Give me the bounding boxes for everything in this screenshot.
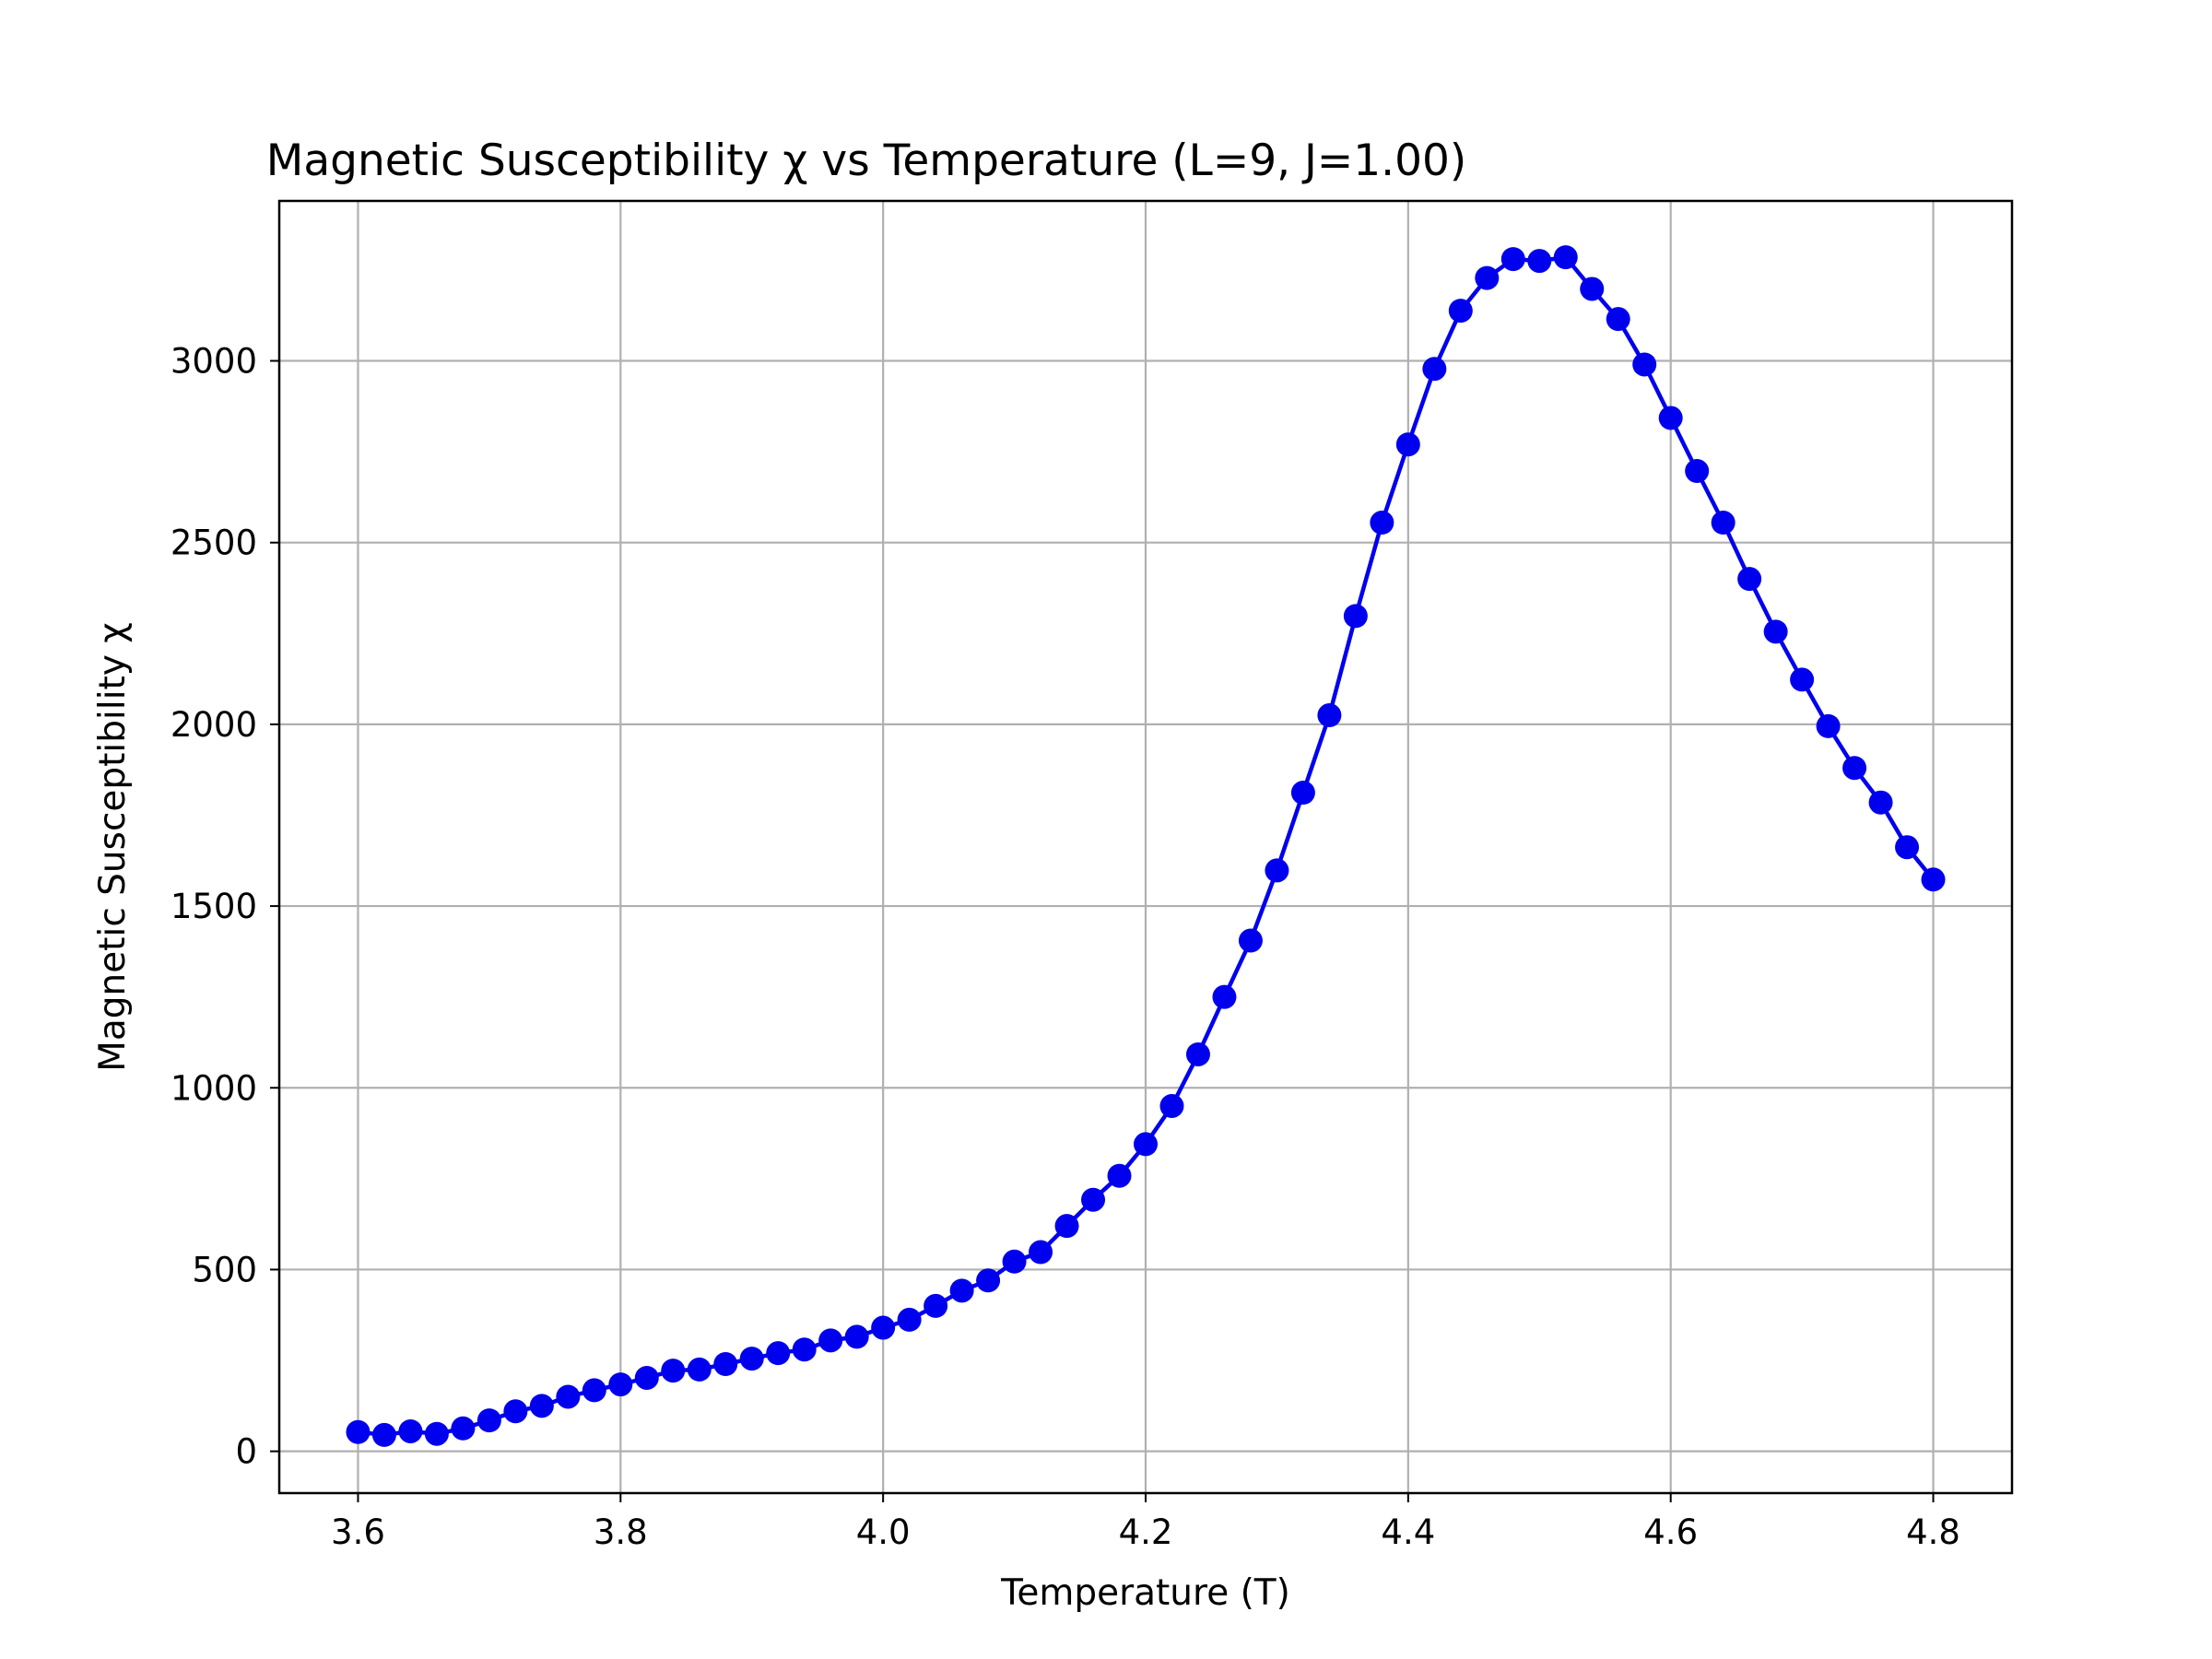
x-tick-label: 3.6	[331, 1512, 385, 1552]
data-point	[1317, 703, 1342, 728]
data-point	[976, 1268, 1001, 1293]
x-tick-label: 3.8	[594, 1512, 648, 1552]
data-point	[634, 1365, 659, 1390]
y-tick-label: 2000	[171, 705, 257, 745]
data-point	[1159, 1093, 1184, 1118]
data-point	[924, 1293, 948, 1318]
data-point	[371, 1422, 396, 1447]
data-point	[739, 1347, 764, 1371]
data-point	[844, 1324, 869, 1349]
data-point	[582, 1378, 606, 1403]
data-point	[1081, 1187, 1106, 1212]
data-point	[1029, 1240, 1053, 1265]
x-axis-label: Temperature (T)	[1000, 1572, 1290, 1614]
x-tick-label: 4.4	[1381, 1512, 1435, 1552]
data-point	[897, 1307, 922, 1332]
data-point	[1370, 511, 1394, 535]
data-point	[1606, 307, 1630, 332]
data-point	[766, 1341, 791, 1366]
x-tick-label: 4.6	[1643, 1512, 1698, 1552]
data-point	[503, 1399, 528, 1424]
data-point	[398, 1418, 423, 1443]
data-point	[871, 1315, 896, 1340]
data-point	[1921, 867, 1946, 892]
data-point	[1185, 1041, 1210, 1066]
data-point	[1238, 928, 1263, 953]
data-point	[1868, 790, 1893, 815]
data-point	[556, 1384, 581, 1409]
data-point	[1107, 1163, 1132, 1188]
data-point	[1580, 276, 1605, 301]
data-point	[1895, 835, 1920, 860]
data-point	[1553, 245, 1578, 270]
data-point	[1448, 299, 1473, 324]
x-tick-label: 4.8	[1906, 1512, 1960, 1552]
x-tick-label: 4.2	[1119, 1512, 1173, 1552]
data-point	[1422, 357, 1447, 382]
data-point	[1343, 604, 1368, 629]
data-point	[1054, 1214, 1079, 1239]
data-point	[949, 1278, 974, 1303]
data-point	[687, 1357, 712, 1382]
data-point	[792, 1337, 817, 1362]
y-tick-label: 0	[235, 1432, 257, 1472]
series-layer	[346, 245, 1946, 1447]
data-point	[608, 1372, 633, 1397]
y-tick-label: 3000	[171, 342, 257, 382]
data-point	[1658, 406, 1683, 430]
data-point	[1395, 432, 1420, 457]
chart-title: Magnetic Susceptibility χ vs Temperature…	[266, 135, 1466, 186]
y-tick-label: 1500	[171, 887, 257, 926]
data-point	[1002, 1249, 1027, 1274]
data-point	[477, 1408, 501, 1433]
y-tick-label: 2500	[171, 524, 257, 563]
data-point	[818, 1328, 843, 1353]
ticks: 3.6 3.8 4.0 4.2 4.4 4.6 4.8 0 500 1000 1500 2000 250…	[171, 342, 1960, 1552]
plot-frame	[277, 199, 2014, 1495]
data-point	[1711, 511, 1735, 535]
data-point	[713, 1351, 738, 1376]
data-point	[1816, 713, 1841, 738]
y-tick-label: 500	[192, 1250, 257, 1289]
data-point	[424, 1421, 449, 1446]
data-point	[1212, 984, 1237, 1009]
data-point	[346, 1419, 371, 1444]
data-point	[1685, 459, 1710, 484]
y-tick-label: 1000	[171, 1068, 257, 1108]
data-point	[1790, 667, 1815, 692]
data-point	[1500, 247, 1525, 272]
data-point	[1527, 249, 1552, 274]
data-point	[1632, 352, 1657, 377]
data-point	[1842, 756, 1867, 781]
y-axis-label: Magnetic Susceptibility χ	[92, 622, 134, 1072]
data-point	[1134, 1132, 1158, 1157]
x-tick-label: 4.0	[856, 1512, 911, 1552]
data-point	[1763, 619, 1788, 644]
data-point	[1475, 265, 1500, 290]
data-point	[661, 1359, 686, 1383]
data-point	[1737, 567, 1762, 592]
data-point	[529, 1394, 554, 1418]
data-point	[1265, 858, 1289, 883]
data-point	[451, 1416, 476, 1441]
data-point	[1290, 781, 1315, 806]
